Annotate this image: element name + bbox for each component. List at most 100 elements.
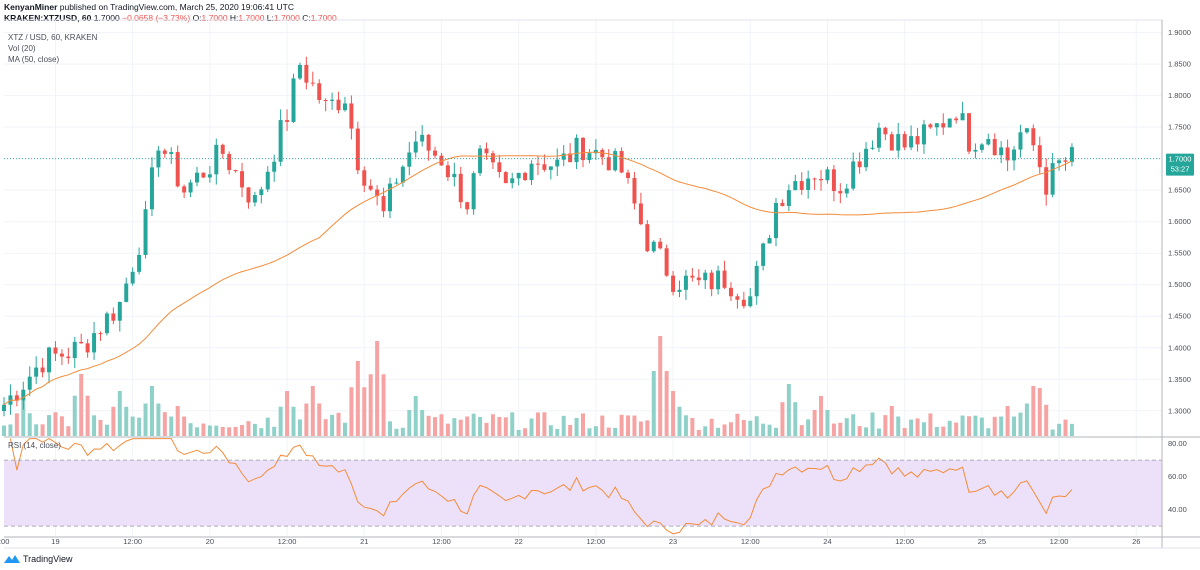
volume-bar [568,424,573,436]
volume-bar [252,423,257,436]
volume-bar [1037,388,1042,436]
volume-bar [111,406,116,436]
rsi-tick-label: 60.00 [1168,472,1187,481]
volume-bar [426,415,431,436]
volume-bar [310,386,315,436]
candles[interactable] [2,56,1074,417]
candle [542,164,547,170]
candle [844,188,849,194]
price-tick-label: 1.3500 [1168,375,1191,384]
volume-bar [510,412,515,436]
candle [651,241,656,252]
candle [915,136,920,145]
volume-bar [388,421,392,436]
volume-bar [304,403,309,436]
volume-bar [664,371,669,436]
volume-bar [72,395,77,436]
volume-bar [638,421,643,436]
rsi-tick-label: 80.00 [1168,439,1187,448]
candle [1012,149,1017,161]
volume-bar [831,423,836,436]
rsi-line [9,438,1073,535]
volume-bar [124,406,129,436]
candle [478,148,483,174]
candle [207,174,212,178]
price-tick-label: 1.6500 [1168,186,1191,195]
candle [1037,145,1042,168]
candle [85,343,90,353]
price-axis[interactable]: 1.9000 1.8500 1.8000 1.7500 1.7000 1.6500 1.60… [1168,28,1191,415]
volume-bar [561,415,566,436]
volume-bar [677,406,682,436]
volume-bar [407,410,412,436]
candle [1057,160,1062,164]
candle [973,149,978,152]
volume-bar [458,419,463,436]
volume-bar [690,417,695,436]
candle [310,82,315,84]
volume-bar [671,391,676,436]
volume-bar [934,426,939,436]
chart-header: KenyanMiner published on TradingView.com… [4,2,337,24]
time-tick-label: 19 [51,537,59,546]
tradingview-footer[interactable]: TradingView [4,554,73,564]
candle [433,150,438,156]
candle [304,64,309,83]
volume-bar [503,417,508,436]
volume-bar [658,336,663,436]
candle [1018,132,1023,150]
volume-bar [761,423,766,436]
volume-bar [902,427,907,436]
volume-bar [754,416,759,436]
volume-bar [767,424,772,436]
candle [143,209,148,255]
volume-bar [844,418,849,436]
candle [967,113,971,152]
candle [806,178,811,190]
volume-bar [864,427,869,436]
candle [394,182,399,184]
candle [471,173,476,210]
time-tick-label: 25 [978,537,986,546]
volume-bar [870,412,875,436]
candle [645,224,650,252]
price-tick-label: 1.4500 [1168,312,1191,321]
candle [600,149,605,158]
last-price: 1.7000 [93,13,120,23]
candle [703,272,708,281]
volume-bar [240,425,245,436]
candle [503,172,508,184]
volume-bar [362,387,367,436]
candle [439,155,444,166]
time-axis[interactable]: 19 12:00 20 12:00 21 12:00 22 12:00 23 12:00 24 12:… [0,537,1140,546]
price-badge-bg [1166,153,1194,176]
volume-bar [986,428,991,436]
author-name[interactable]: KenyanMiner [4,2,58,12]
volume-bar [8,424,13,436]
volume-bar [169,416,174,436]
candle [246,187,251,203]
candle [169,152,174,154]
candle [619,151,624,173]
volume-bar [175,406,180,436]
volume-bar [619,414,624,436]
candle [220,144,225,154]
candle [593,149,598,154]
candle [510,178,515,184]
price-tick-label: 1.5000 [1168,280,1191,289]
candle [696,277,701,281]
candle [92,333,97,353]
volume-bar [47,415,52,436]
volume-bar [1044,404,1049,436]
candle [523,172,528,181]
volume-bar [967,416,971,436]
symbol-label: KRAKEN:XTZUSD, 60 [4,13,92,23]
candle [529,163,534,181]
volume-bar [27,413,32,436]
volume-bar [278,406,283,436]
volume-bar [342,422,347,436]
candle [484,148,489,154]
candle [709,272,714,290]
volume-bar [291,406,296,436]
